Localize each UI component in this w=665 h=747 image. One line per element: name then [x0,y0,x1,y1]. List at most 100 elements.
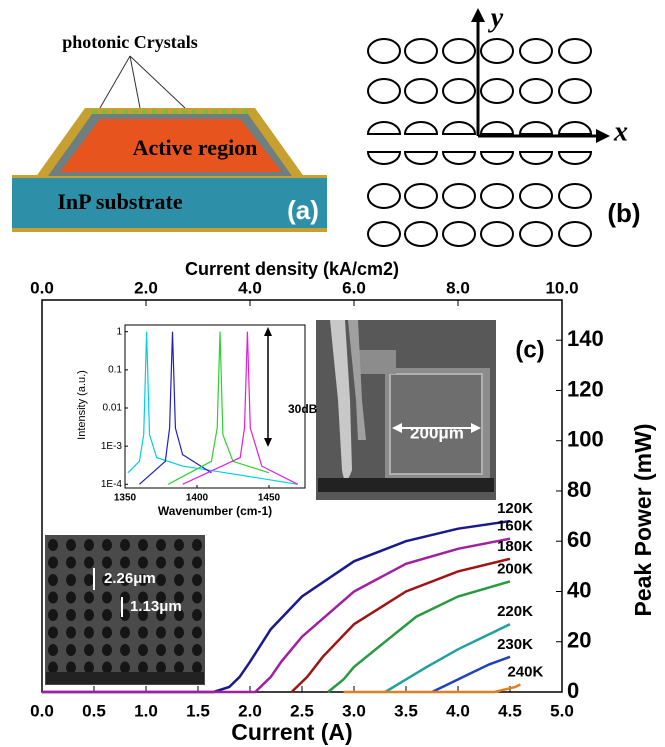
hole [156,644,166,656]
x-tick-label: 4.5 [498,701,522,720]
hole [84,574,94,586]
series-line [343,683,521,694]
series-label: 180K [497,538,533,555]
hole [174,626,184,639]
hole [367,38,401,64]
y-tick-label: 20 [567,628,591,653]
y-tick-label: 80 [567,477,591,502]
x2-tick-label: 4.0 [238,278,262,297]
series-line [290,557,511,693]
hole [48,539,58,551]
hole [192,661,202,674]
x-tick-label: 3.5 [394,701,418,720]
hole [192,644,202,656]
hole [66,574,76,586]
substrate [12,178,327,228]
y-tick-label: 0.1 [108,365,122,376]
x2-tick-label: 8.0 [446,278,470,297]
x-tick-label: 4.0 [446,701,470,720]
x-tick-label: 3.0 [342,701,366,720]
panel-tag: (a) [287,195,319,225]
hole [403,121,439,135]
span-label: 30dB [288,402,318,416]
hole [404,221,438,247]
hole [138,609,148,621]
hole [138,539,148,551]
hole [192,609,202,621]
x2-tick-label: 2.0 [134,278,158,297]
hole [66,626,76,639]
y-tick-label: 140 [567,326,604,351]
y-tick-label: 0 [567,678,579,703]
hole [102,574,112,586]
series-line [384,623,511,694]
hole [403,151,439,165]
hole [480,183,514,209]
arrow-head [264,327,272,336]
panel-tag: (c) [515,336,544,363]
hole [156,609,166,621]
hole [84,644,94,656]
series-label: 230K [497,636,533,653]
hole [138,574,148,586]
axis-name: x [613,116,628,147]
hole [480,78,514,104]
hole [48,574,58,586]
hole [138,591,148,604]
hole [102,626,112,639]
hole [84,609,94,621]
hole [48,556,58,569]
hole [66,539,76,551]
hole [156,626,166,639]
hole [66,661,76,674]
hole [156,574,166,586]
series-line [431,655,511,694]
panel-a: photonic Crystals Active region InP subs… [12,32,327,232]
hole [519,183,553,209]
x-tick-label: 1450 [258,493,281,504]
hole [66,556,76,569]
y-tick-label: 120 [567,376,604,401]
hole [479,121,515,135]
hole [120,626,130,639]
arrow-head [264,438,272,447]
plot[interactable]: 0.0 0.5 1.0 1.5 2.0 2.5 3.0 3.5 4.0 4.5 5.00 20 40 60… [30,259,656,745]
hole [138,556,148,569]
x2-tick-label: 6.0 [342,278,366,297]
label: InP substrate [57,189,183,214]
hole [48,591,58,604]
gold-layer [12,228,327,232]
hole [366,151,402,165]
x-tick-label: 1.5 [186,701,210,720]
y-tick-label: 0.01 [103,403,123,414]
hole [66,644,76,656]
hole [404,183,438,209]
x-tick-label: 1350 [114,493,137,504]
hole [558,221,592,247]
series-label: 200K [497,560,533,577]
inset-background [125,325,305,488]
hole [102,539,112,551]
hole [192,556,202,569]
hole [519,78,553,104]
series-label: 240K [507,663,543,680]
x-tick-label: 1.0 [134,701,158,720]
hole [120,661,130,674]
hole [102,591,112,604]
hole [48,661,58,674]
hole [156,661,166,674]
y-axis-title: Intensity (a.u.) [76,370,88,440]
x-tick-label: 0.0 [30,701,54,720]
hole [84,539,94,551]
dimension-label: 200μm [410,423,464,442]
hole [84,591,94,604]
hole [138,661,148,674]
hole [442,183,476,209]
hole [518,121,554,135]
arrow-head [471,8,485,22]
hole [174,609,184,621]
hole [519,38,553,64]
hole [120,574,130,586]
dimension-label: 1.13μm [130,598,182,615]
